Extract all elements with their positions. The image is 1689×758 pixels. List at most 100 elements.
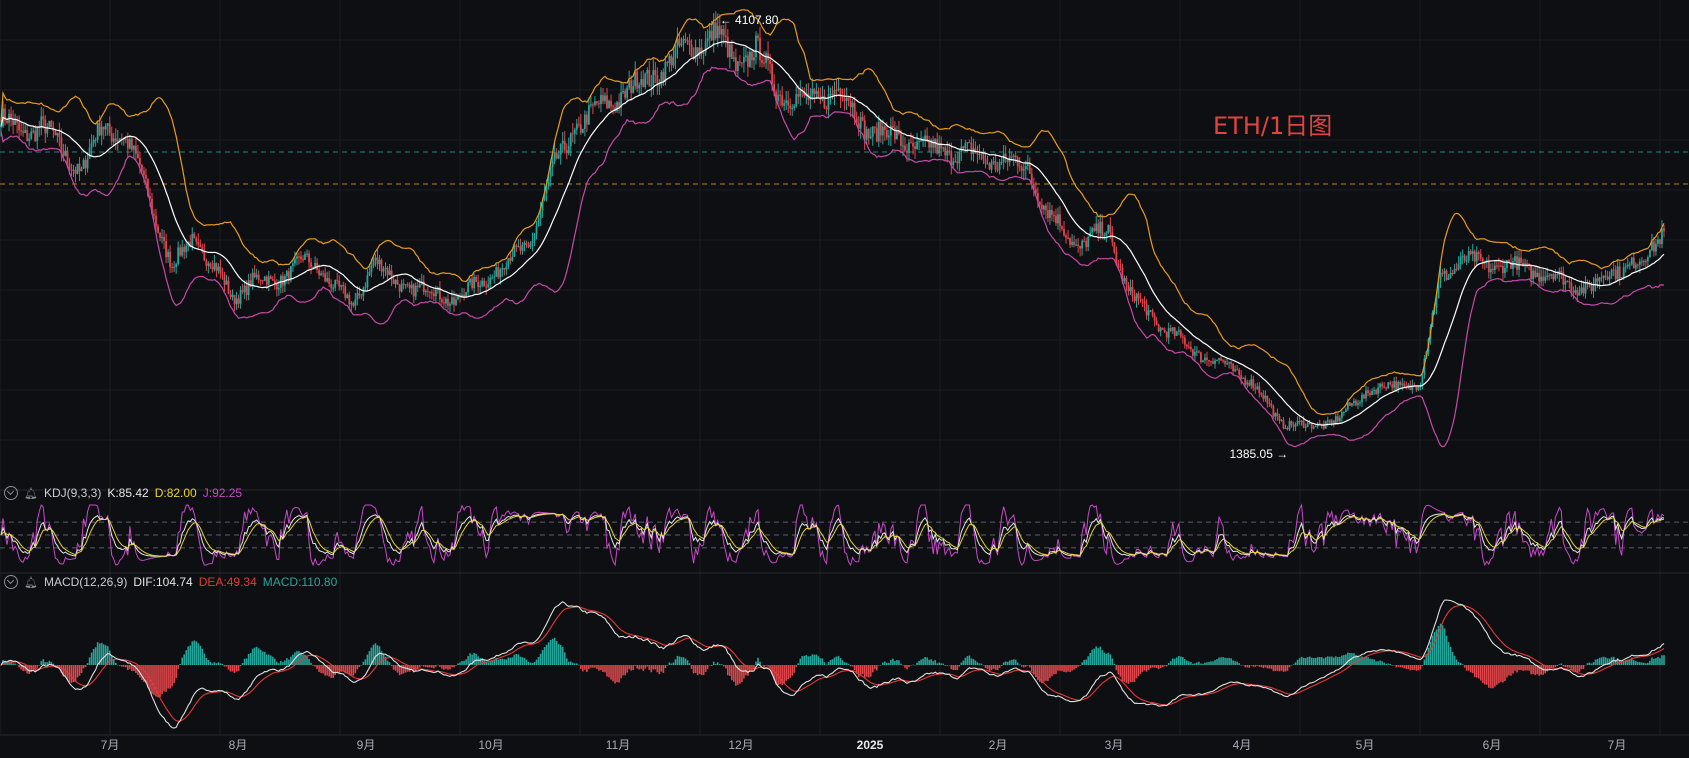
bell-icon[interactable]: 🔔︎ xyxy=(24,576,38,589)
macd-hist-bar xyxy=(398,665,401,676)
candle-body xyxy=(908,142,910,153)
macd-hist-bar xyxy=(271,656,274,665)
collapse-icon[interactable] xyxy=(4,575,18,589)
candle-body xyxy=(1083,240,1086,242)
candle-body xyxy=(765,53,767,63)
candle-body xyxy=(424,290,427,293)
candle-body xyxy=(157,226,159,233)
macd-hist-bar xyxy=(886,662,888,665)
candle-body xyxy=(1630,257,1633,265)
macd-hist-bar xyxy=(1488,665,1490,688)
candle-body xyxy=(1604,275,1607,278)
macd-hist-bar xyxy=(1395,665,1398,668)
collapse-icon[interactable] xyxy=(4,486,18,500)
candle-body xyxy=(644,73,647,87)
macd-hist-bar xyxy=(151,665,153,694)
candle-body xyxy=(167,251,170,258)
macd-hist-bar xyxy=(982,665,985,666)
macd-hist-bar xyxy=(1113,663,1116,665)
macd-hist-bar xyxy=(1397,665,1400,667)
macd-hist-bar xyxy=(1409,665,1412,671)
macd-hist-bar xyxy=(1099,646,1102,665)
macd-hist-bar xyxy=(10,661,12,665)
macd-hist-bar xyxy=(251,648,254,665)
candle-body xyxy=(1497,265,1500,267)
macd-hist-bar xyxy=(497,659,500,665)
candle-body xyxy=(1157,324,1160,332)
macd-hist-bar xyxy=(1471,665,1474,674)
macd-hist-bar xyxy=(135,665,137,673)
candle-body xyxy=(1127,284,1130,292)
macd-hist-bar xyxy=(1628,659,1631,665)
candle-body xyxy=(1302,420,1305,428)
candle-body xyxy=(171,267,174,269)
candle-body xyxy=(962,146,965,149)
macd-hist-bar xyxy=(129,665,131,669)
candle-body xyxy=(197,241,200,245)
macd-hist-bar xyxy=(865,665,868,677)
macd-hist-bar xyxy=(1045,665,1047,681)
candle-body xyxy=(18,122,21,131)
macd-hist-bar xyxy=(902,665,904,666)
macd-hist-bar xyxy=(527,661,530,665)
macd-hist-bar xyxy=(197,643,200,665)
bell-icon[interactable]: 🔔︎ xyxy=(24,487,38,500)
macd-hist-bar xyxy=(890,659,892,665)
macd-hist-bar xyxy=(714,663,717,665)
macd-hist-bar xyxy=(1343,655,1345,665)
candle-body xyxy=(787,100,790,106)
macd-hist-bar xyxy=(1550,665,1553,669)
macd-hist-bar xyxy=(1393,665,1396,666)
candle-body xyxy=(441,299,443,303)
macd-hist-bar xyxy=(429,665,431,668)
candle-body xyxy=(1582,287,1585,294)
macd-hist-bar xyxy=(1039,665,1041,682)
macd-hist-bar xyxy=(332,665,334,678)
candle-body xyxy=(755,35,757,58)
candle-body xyxy=(519,246,522,251)
macd-hist-bar xyxy=(841,660,844,665)
macd-hist-bar xyxy=(284,660,286,665)
candle-body xyxy=(817,91,820,97)
candle-body xyxy=(980,152,983,154)
macd-hist-bar xyxy=(904,665,906,668)
macd-hist-bar xyxy=(825,664,828,666)
macd-hist-bar xyxy=(606,665,608,677)
candle-body xyxy=(628,80,631,88)
candle-body xyxy=(728,44,731,57)
macd-hist-bar xyxy=(223,665,226,667)
candle-body xyxy=(738,61,741,63)
candle-body xyxy=(1129,287,1132,292)
candle-body xyxy=(342,285,345,287)
macd-hist-bar xyxy=(165,665,167,692)
candle-body xyxy=(1298,420,1301,422)
kdj-legend: 🔔︎ KDJ(9,3,3) K:85.42 D:82.00 J:92.25 xyxy=(4,486,242,500)
macd-hist-bar xyxy=(1093,648,1096,665)
candle-body xyxy=(1338,417,1341,422)
macd-hist-bar xyxy=(267,654,270,665)
macd-hist-bar xyxy=(875,665,878,671)
macd-hist-bar xyxy=(1588,662,1591,665)
candle-body xyxy=(793,105,796,108)
macd-hist-bar xyxy=(757,657,759,665)
kdj-label: KDJ(9,3,3) xyxy=(43,486,102,500)
macd-hist-bar xyxy=(1562,665,1565,667)
macd-hist-bar xyxy=(1570,665,1573,671)
macd-hist-bar xyxy=(877,665,880,666)
macd-hist-bar xyxy=(1006,661,1009,665)
macd-hist-bar xyxy=(431,665,433,668)
candle-body xyxy=(1045,205,1047,211)
candle-body xyxy=(1371,391,1373,396)
candle-body xyxy=(682,38,685,44)
macd-hist-bar xyxy=(1069,665,1071,673)
candle-body xyxy=(970,142,973,154)
macd-hist-bar xyxy=(1616,658,1619,665)
macd-hist-bar xyxy=(1637,662,1639,665)
macd-hist-bar xyxy=(1186,660,1188,665)
macd-hist-bar xyxy=(1524,665,1526,671)
candle-body xyxy=(394,279,397,284)
macd-hist-bar xyxy=(1028,665,1031,668)
macd-hist-bar xyxy=(344,665,347,674)
